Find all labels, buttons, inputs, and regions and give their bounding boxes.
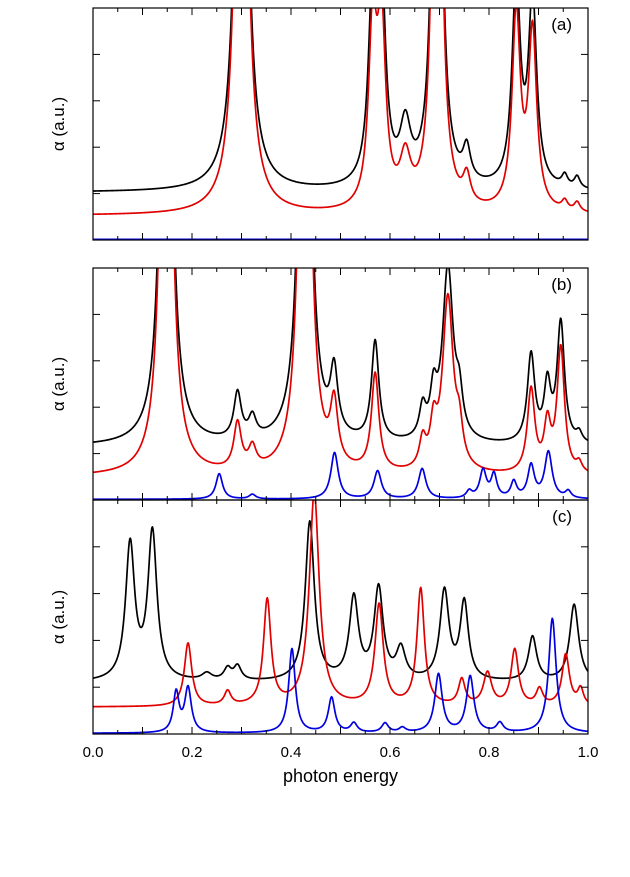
x-tick-label: 0.4 [281,744,302,761]
y-axis-label: α (a.u.) [49,97,68,151]
series-line-red [93,8,588,216]
panel-1: (a) α (a.u.) [49,7,589,241]
x-tick-label: 0.2 [182,744,203,761]
y-axis-label: α (a.u.) [49,590,68,644]
series-line-red [93,500,588,708]
plot-frame [92,267,589,501]
panel-label: (b) [551,275,572,294]
x-tick-label: 0.8 [479,744,500,761]
panel-label: (a) [551,15,572,34]
panel-label: (c) [552,507,572,526]
x-tick-label: 0.6 [380,744,401,761]
series-line-black [93,520,588,680]
x-tick-label: 0.0 [83,744,104,761]
series-line-blue [93,449,588,500]
x-tick-label: 1.0 [578,744,599,761]
x-axis-label: photon energy [283,766,398,786]
panel-3: (c) α (a.u.) 0.0 0.2 0.4 0.6 0.8 1.0 photon ener… [49,499,599,786]
y-axis-label: α (a.u.) [49,357,68,411]
panel-2: (b) α (a.u.) [49,267,589,501]
series-line-blue [93,617,588,734]
plot-frame [92,499,589,735]
series-line-black [93,268,588,443]
series-line-red [93,268,588,474]
series-line-black [93,8,588,192]
